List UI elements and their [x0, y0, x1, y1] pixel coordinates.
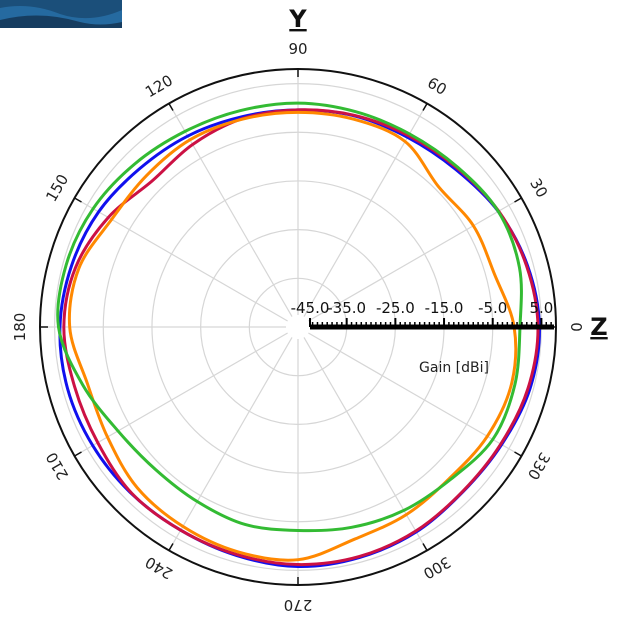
- radial-tick-label: -25.0: [376, 299, 415, 317]
- angle-tick-label: 150: [42, 171, 72, 205]
- grid-spoke: [303, 103, 428, 317]
- angle-tick-label: 180: [11, 313, 29, 342]
- angle-tick-label: 0: [567, 322, 585, 332]
- radial-tick-label: 5.0: [529, 299, 553, 317]
- angle-tick-label: 240: [142, 553, 176, 583]
- radial-axis-title: Gain [dBi]: [419, 360, 489, 376]
- angle-tick-mark: [168, 103, 174, 111]
- series-line: [56, 101, 523, 533]
- angle-tick-label: 60: [424, 74, 450, 99]
- series-line: [67, 110, 518, 562]
- radial-tick-label: -35.0: [327, 299, 366, 317]
- angle-tick-mark: [514, 451, 522, 457]
- radial-tick-label: -15.0: [425, 299, 464, 317]
- polar-plot-area: [40, 69, 556, 585]
- angle-tick-label: 120: [142, 71, 176, 101]
- angle-tick-mark: [422, 103, 428, 111]
- angle-tick-label: 90: [288, 40, 307, 58]
- angle-tick-mark: [74, 451, 82, 457]
- radial-tick-label: -5.0: [478, 299, 507, 317]
- grid-spoke: [74, 332, 288, 457]
- series-line: [62, 108, 540, 567]
- grid-spoke: [74, 197, 288, 322]
- grid-spoke: [308, 197, 522, 322]
- angle-tick-label: 30: [526, 175, 551, 201]
- angle-tick-label: 270: [284, 596, 313, 614]
- angle-tick-mark: [514, 197, 522, 203]
- angle-tick-mark: [168, 543, 174, 551]
- angle-tick-label: 300: [420, 553, 454, 583]
- outer-frame: [39, 68, 557, 586]
- series-layer: [56, 101, 541, 569]
- photo-corner-thumbnail: [0, 0, 122, 28]
- angle-tick-label: 330: [524, 449, 554, 483]
- radial-axis: -45.0-35.0 -25.0 -15.0 -5.0 5.0: [291, 299, 554, 330]
- radial-tick-label: -45.0: [291, 299, 330, 317]
- axis-letter-y: Y: [288, 5, 307, 33]
- axis-letter-z: Z: [590, 313, 607, 341]
- angle-tick-mark: [422, 543, 428, 551]
- grid-spoke: [168, 337, 293, 551]
- grid-spoke: [308, 332, 522, 457]
- angle-tick-mark: [74, 197, 82, 203]
- angle-tick-label: 210: [42, 449, 72, 483]
